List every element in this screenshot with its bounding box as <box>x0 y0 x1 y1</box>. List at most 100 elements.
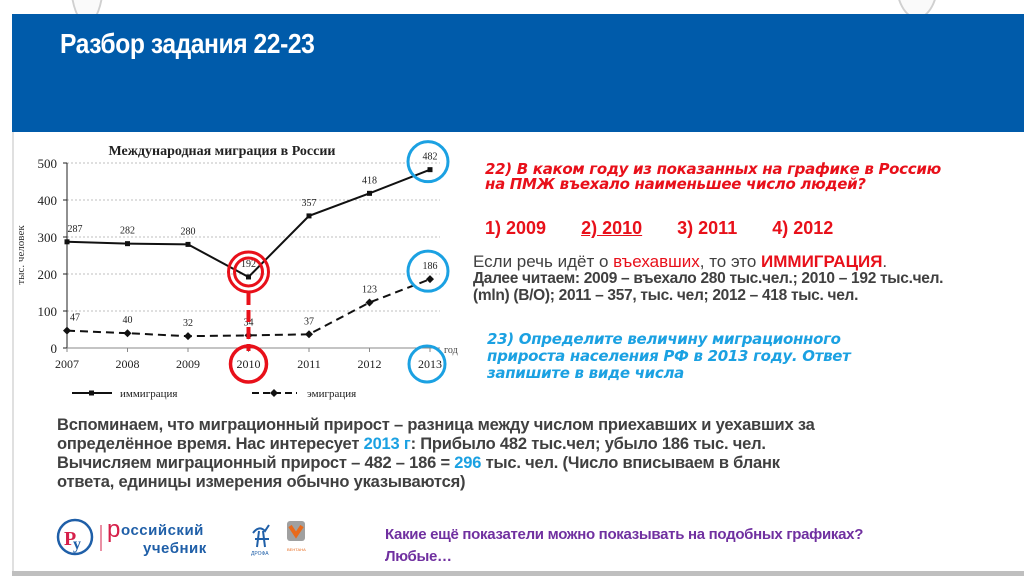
data-label: 357 <box>302 198 317 209</box>
text: , то это <box>699 252 762 271</box>
data-label: 37 <box>304 316 314 327</box>
question-23-line1: 23) Определите величину миграционного <box>487 330 841 348</box>
slide-title: Разбор задания 22-23 <box>60 28 315 59</box>
data-point <box>123 329 132 338</box>
y-tick-label: 200 <box>38 267 58 282</box>
summary-line4: ответа, единицы измерения обычно указыва… <box>57 473 466 491</box>
svg-text:Р: Р <box>64 528 76 550</box>
data-label: 192 <box>241 259 256 270</box>
question-22-line1: 22) В каком году из показанных на график… <box>485 160 941 178</box>
data-label: 186 <box>423 261 438 272</box>
question-23: 23) Определите величину миграционного пр… <box>487 331 851 382</box>
bottom-bar <box>12 571 1024 576</box>
question-22: 22) В каком году из показанных на график… <box>485 162 941 192</box>
data-label: 32 <box>183 318 193 329</box>
data-point <box>246 274 251 280</box>
ru-emblem-icon <box>56 518 94 556</box>
x-tick-label: 2009 <box>176 357 200 371</box>
footer-question-line2: Любые… <box>385 548 452 565</box>
answer-option-1[interactable]: 1) 2009 <box>485 218 547 238</box>
svg-text:р: р <box>107 516 120 543</box>
highlight-circle-outer <box>227 250 270 294</box>
data-point <box>305 330 313 339</box>
x-tick-label: 2010 <box>237 357 261 371</box>
summary-line3: Вычисляем миграционный прирост – 482 – 1… <box>57 454 815 473</box>
highlight-circle-2013 <box>407 344 447 384</box>
x-axis-label: год <box>444 345 458 356</box>
legend-immigration-label: иммиграция <box>120 388 177 400</box>
highlight-result: 296 <box>454 454 482 472</box>
highlight-arrived: въехавших <box>613 252 700 271</box>
x-tick-label: 2011 <box>297 357 321 371</box>
data-point <box>427 167 433 173</box>
y-tick-label: 300 <box>38 230 58 245</box>
drofa-logo-icon: ДРОФА <box>251 524 270 557</box>
highlight-immigration: ИММИГРАЦИЯ <box>761 252 883 271</box>
text: тыс. чел. (Число вписываем в бланк <box>481 454 780 472</box>
answer-option-2-correct[interactable]: 2) 2010 <box>581 218 643 238</box>
question-23-line2: прироста населения РФ в 2013 году. Ответ <box>487 347 851 365</box>
y-tick-label: 400 <box>38 193 58 208</box>
highlight-circle-186 <box>406 249 450 293</box>
data-label: 287 <box>68 224 83 235</box>
svg-text:оссийский: оссийский <box>121 522 204 539</box>
explanation-block: Если речь идёт о въехавших, то это ИММИГ… <box>473 253 943 304</box>
answer-option-4[interactable]: 4) 2012 <box>772 218 834 238</box>
data-label: 47 <box>70 313 80 324</box>
data-point <box>125 241 130 247</box>
text: : Прибыло 482 тыс.чел; убыло 186 тыс. че… <box>410 435 766 453</box>
data-point <box>185 241 191 247</box>
y-axis-label: тыс. человек <box>15 225 27 285</box>
data-point <box>365 298 374 307</box>
y-tick-label: 500 <box>38 156 58 171</box>
footer-question-line1: Какие ещё показатели можно показывать на… <box>385 526 864 543</box>
svg-text:учебник: учебник <box>143 540 207 557</box>
slide-header <box>12 14 1024 132</box>
highlight-circle-482 <box>406 140 450 184</box>
data-label: 282 <box>120 226 135 237</box>
highlight-circle-2010 <box>228 344 269 384</box>
data-label: 34 <box>244 317 254 328</box>
svg-text:у: у <box>73 536 81 553</box>
data-point <box>306 213 312 219</box>
question-22-line2: на ПМЖ въехало наименьшее число людей? <box>485 175 866 193</box>
ventana-graf-logo-icon: ВЕНТАНА <box>287 521 306 552</box>
x-tick-label: 2007 <box>55 357 79 371</box>
text: Если речь идёт о <box>473 252 614 271</box>
summary-block: Вспоминаем, что миграционный прирост – р… <box>57 416 815 492</box>
x-tick-label: 2012 <box>358 357 382 371</box>
chart-title: Международная миграция в России <box>109 144 336 159</box>
explanation-line1: Если речь идёт о въехавших, то это ИММИГ… <box>473 253 943 270</box>
y-tick-label: 0 <box>51 341 58 356</box>
y-tick-label: 100 <box>38 304 58 319</box>
question-23-line3: запишите в виде числа <box>487 364 684 382</box>
text: Вычисляем миграционный прирост – 482 – 1… <box>57 454 455 472</box>
line-chart-svg: Международная миграция в России 0 100 200 30… <box>15 140 458 400</box>
x-tick-label: 2013 <box>418 357 442 371</box>
answer-option-3[interactable]: 3) 2011 <box>677 218 738 238</box>
highlight-year: 2013 г <box>363 435 411 453</box>
svg-text:ВЕНТАНА: ВЕНТАНА <box>287 547 306 552</box>
data-point <box>184 332 192 341</box>
legend-emigration-label: эмиграция <box>307 388 356 400</box>
data-point <box>367 190 372 196</box>
answer-options: 1) 2009 2) 2010 3) 2011 4) 2012 <box>485 218 863 239</box>
data-label: 280 <box>181 226 196 237</box>
data-label: 482 <box>423 152 438 163</box>
summary-line1: Вспоминаем, что миграционный прирост – р… <box>57 416 815 434</box>
text: . <box>882 252 888 271</box>
summary-line2: определённое время. Нас интересует 2013 … <box>57 435 815 454</box>
data-label: 123 <box>362 284 377 295</box>
migration-chart: Международная миграция в России 0 100 200 30… <box>12 135 482 405</box>
svg-text:ДРОФА: ДРОФА <box>251 551 269 557</box>
data-label: 418 <box>362 175 377 186</box>
data-point <box>64 239 70 245</box>
data-label: 40 <box>123 315 133 326</box>
explanation-line2: Далее читаем: 2009 – въехало 280 тыс.чел… <box>473 270 944 287</box>
footer-question: Какие ещё показатели можно показывать на… <box>385 524 863 568</box>
explanation-line3: (mln) (В/О); 2011 – 357, тыс. чел; 2012 … <box>473 287 859 304</box>
text: определённое время. Нас интересует <box>57 435 364 453</box>
highlight-circle-inner <box>233 256 264 288</box>
x-tick-label: 2008 <box>116 357 140 371</box>
logo-svg: Р у р оссийский учебник ДРОФА ВЕНТАНА <box>56 516 306 557</box>
